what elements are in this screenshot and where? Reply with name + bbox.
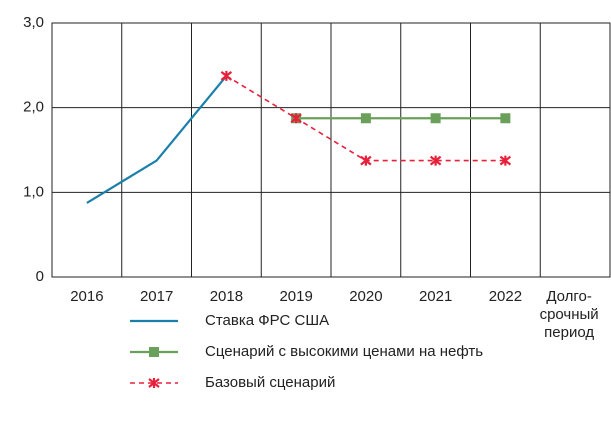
- y-tick-label: 1,0: [23, 183, 44, 200]
- y-tick-label: 0: [36, 268, 44, 285]
- series-line: [86, 75, 228, 204]
- y-tick-label: 2,0: [23, 99, 44, 116]
- marker-square: [500, 113, 511, 124]
- x-tick-label: 2017: [140, 288, 173, 305]
- marker-square: [149, 347, 159, 357]
- y-tick-label: 3,0: [23, 14, 44, 31]
- x-tick-label: 2016: [70, 288, 103, 305]
- marker-star: [290, 113, 302, 124]
- marker-star: [360, 155, 372, 166]
- legend-label: Сценарий с высокими ценами на нефть: [205, 343, 483, 360]
- marker-square: [430, 113, 441, 124]
- x-tick-label: 2019: [279, 288, 312, 305]
- marker-star: [499, 155, 512, 166]
- legend-label: Ставка ФРС США: [205, 312, 329, 329]
- marker-square: [360, 113, 371, 124]
- x-tick-label: период: [544, 324, 594, 341]
- x-tick-label: 2021: [419, 288, 452, 305]
- x-tick-label: Долго-: [546, 288, 592, 305]
- x-tick-label: 2018: [210, 288, 243, 305]
- legend-label: Базовый сценарий: [205, 374, 335, 391]
- marker-star: [148, 378, 160, 388]
- marker-star: [220, 70, 233, 81]
- x-tick-label: срочный: [540, 306, 599, 323]
- x-tick-label: 2022: [489, 288, 522, 305]
- x-tick-label: 2020: [349, 288, 382, 305]
- marker-star: [429, 155, 442, 166]
